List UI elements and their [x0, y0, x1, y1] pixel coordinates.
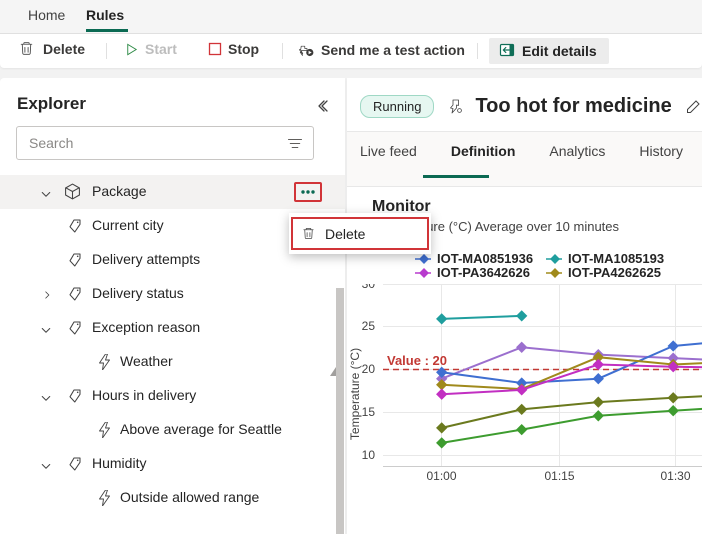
- svg-text:20: 20: [362, 362, 376, 376]
- svg-text:10: 10: [362, 448, 376, 462]
- svg-text:Temperature (°C): Temperature (°C): [348, 348, 362, 440]
- svg-text:01:15: 01:15: [544, 469, 574, 483]
- svg-text:01:30: 01:30: [660, 469, 690, 483]
- svg-text:15: 15: [362, 405, 376, 419]
- svg-text:25: 25: [362, 319, 376, 333]
- svg-text:Value : 20: Value : 20: [387, 353, 447, 368]
- svg-text:01:00: 01:00: [426, 469, 456, 483]
- svg-text:30: 30: [362, 284, 376, 291]
